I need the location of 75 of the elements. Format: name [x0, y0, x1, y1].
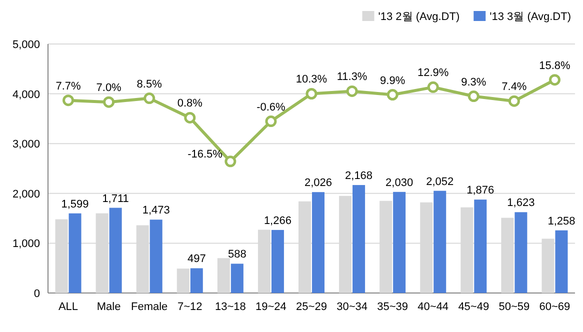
- x-tick-label: 35~39: [377, 301, 408, 313]
- y-tick-label: 3,000: [12, 138, 40, 151]
- x-tick-label: 30~34: [336, 301, 368, 313]
- data-label: 2,052: [426, 176, 454, 188]
- data-label: 15.8%: [539, 60, 571, 72]
- bar: [176, 268, 190, 293]
- point: [346, 85, 358, 97]
- point: [306, 88, 318, 100]
- bar: [217, 258, 230, 293]
- data-label: -16.5%: [188, 148, 223, 160]
- point: [508, 95, 520, 107]
- bar: [190, 268, 203, 293]
- bar: [474, 200, 487, 293]
- bar: [555, 230, 568, 293]
- x-tick-label: Female: [131, 301, 168, 313]
- data-label: 11.3%: [336, 71, 368, 84]
- x-tick-label: Male: [96, 301, 121, 313]
- x-tick-label: 7~12: [177, 301, 202, 313]
- data-label: 7.4%: [502, 81, 527, 94]
- data-label: 497: [187, 253, 206, 266]
- data-label: 1,599: [61, 198, 89, 210]
- y-tick-label: 5,000: [12, 39, 40, 51]
- data-label: 1,711: [102, 192, 129, 205]
- data-label: 1,473: [142, 204, 170, 217]
- bar: [109, 208, 122, 293]
- y-tick-label: 4,000: [12, 88, 40, 101]
- x-tick-label: 25~29: [296, 301, 327, 313]
- y-tick-label: 2,000: [12, 188, 40, 200]
- data-label: 1,623: [507, 197, 535, 210]
- data-label: 10.3%: [296, 74, 328, 86]
- point: [468, 90, 480, 102]
- data-label: 9.3%: [461, 76, 486, 88]
- y-tick-label: 0: [34, 288, 40, 300]
- data-label: 1,258: [548, 215, 576, 228]
- bar: [393, 192, 406, 293]
- y-tick-label: 1,000: [12, 238, 40, 250]
- legend-label: '13 2월 (Avg.DT): [378, 11, 460, 23]
- data-label: 7.7%: [56, 80, 82, 92]
- x-tick-label: ALL: [58, 301, 78, 313]
- point: [184, 112, 196, 124]
- point: [265, 116, 277, 128]
- data-label: 0.8%: [177, 98, 203, 110]
- bar: [312, 192, 324, 293]
- bar: [352, 185, 366, 293]
- point: [548, 74, 560, 86]
- point: [103, 96, 115, 108]
- bar: [514, 212, 528, 293]
- x-tick-label: 40~44: [418, 301, 449, 313]
- data-label: 1,876: [466, 184, 494, 197]
- x-tick-label: 50~59: [498, 301, 530, 313]
- x-tick-label: 19~24: [256, 301, 286, 313]
- bar: [150, 220, 162, 293]
- point: [224, 156, 236, 168]
- bar: [434, 190, 446, 293]
- legend-label: '13 3월 (Avg.DT): [490, 11, 571, 23]
- data-label: 7.0%: [96, 82, 122, 94]
- point: [427, 81, 439, 93]
- x-tick-label: 45~49: [458, 301, 490, 313]
- point: [62, 94, 74, 106]
- data-label: 9.9%: [380, 74, 406, 87]
- bar: [230, 264, 244, 293]
- point: [386, 89, 398, 101]
- data-label: 2,026: [304, 177, 332, 190]
- data-label: 588: [228, 248, 246, 261]
- bar: [271, 230, 284, 293]
- point: [144, 92, 156, 104]
- data-label: 8.5%: [136, 78, 162, 90]
- bar: [68, 213, 82, 293]
- data-label: 2,030: [386, 176, 414, 189]
- data-label: 1,266: [264, 214, 292, 227]
- data-label: -0.6%: [256, 101, 286, 114]
- x-tick-label: 13~18: [214, 301, 246, 313]
- x-tick-label: 60~69: [539, 301, 570, 313]
- data-label: 12.9%: [418, 67, 449, 80]
- data-label: 2,168: [345, 170, 373, 182]
